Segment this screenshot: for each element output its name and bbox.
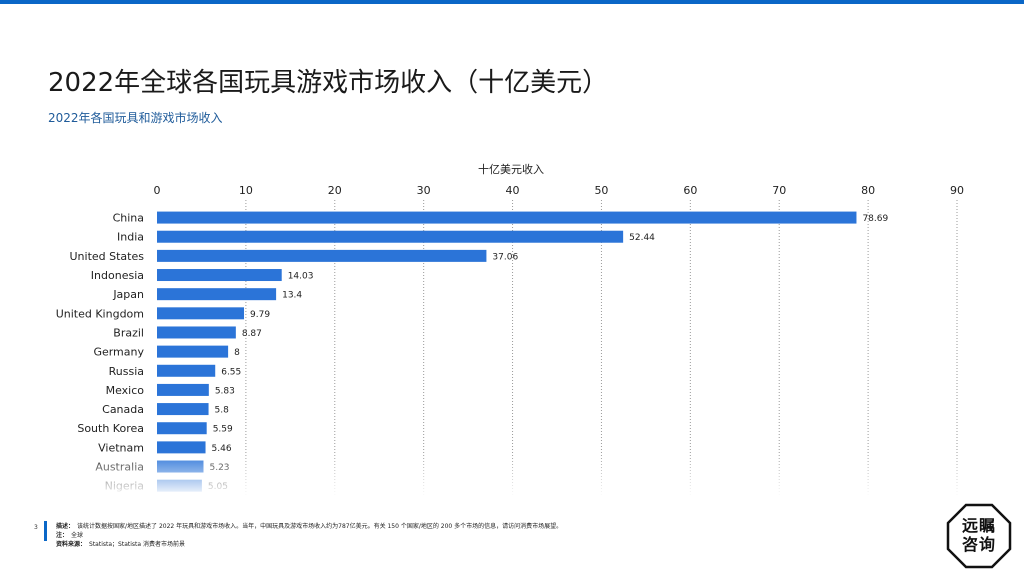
footer-note: 注： 全球 <box>56 531 562 540</box>
category-label: India <box>117 231 144 244</box>
page-number: 3 <box>34 524 38 531</box>
description-label: 描述： <box>56 523 75 530</box>
x-tick-label: 10 <box>239 184 253 197</box>
footer-source: 资料来源： Statista；Statista 消费者市场前景 <box>56 540 562 549</box>
note-label: 注： <box>56 532 69 539</box>
x-tick-label: 70 <box>772 184 786 197</box>
category-label: Russia <box>109 365 144 378</box>
bar <box>157 211 857 224</box>
value-label: 8 <box>234 348 240 358</box>
x-tick-label: 20 <box>328 184 342 197</box>
category-label: South Korea <box>77 422 144 435</box>
bar <box>157 364 216 377</box>
x-tick-label: 90 <box>950 184 964 197</box>
x-tick-label: 40 <box>506 184 520 197</box>
x-tick-label: 60 <box>683 184 697 197</box>
category-label: United States <box>70 250 145 263</box>
bar <box>157 383 209 396</box>
bar <box>157 345 229 358</box>
x-tick-label: 50 <box>594 184 608 197</box>
x-tick-label: 30 <box>417 184 431 197</box>
category-label: Japan <box>112 288 144 301</box>
bar <box>157 422 207 435</box>
category-label: Germany <box>93 346 144 359</box>
x-axis-title: 十亿美元收入 <box>478 162 544 176</box>
logo-line-2: 咨询 <box>961 535 996 554</box>
bar <box>157 403 209 416</box>
bottom-fade-overlay <box>40 452 1000 497</box>
description-text: 该统计数据按国家/地区描述了 2022 年玩具和游戏市场收入。当年，中国玩具及游… <box>77 523 563 530</box>
bar <box>157 288 277 301</box>
footer-notes: 描述： 该统计数据按国家/地区描述了 2022 年玩具和游戏市场收入。当年，中国玩… <box>56 522 562 549</box>
value-label: 5.46 <box>212 444 232 454</box>
bar <box>157 441 206 454</box>
value-label: 78.69 <box>862 214 888 224</box>
value-label: 9.79 <box>250 310 270 320</box>
bar <box>157 249 487 262</box>
footer-accent-bar <box>44 521 47 541</box>
category-label: Vietnam <box>98 441 144 454</box>
bar <box>157 230 624 243</box>
value-label: 13.4 <box>282 291 302 301</box>
bar <box>157 307 245 320</box>
page-subtitle: 2022年各国玩具和游戏市场收入 <box>48 111 223 125</box>
value-label: 5.59 <box>213 425 233 435</box>
footer-description: 描述： 该统计数据按国家/地区描述了 2022 年玩具和游戏市场收入。当年，中国玩… <box>56 522 562 531</box>
x-tick-label: 0 <box>154 184 161 197</box>
top-accent-bar <box>0 0 1024 4</box>
value-label: 8.87 <box>242 329 262 339</box>
value-label: 52.44 <box>629 233 655 243</box>
bar <box>157 269 282 282</box>
note-text: 全球 <box>71 532 84 539</box>
company-logo: 远瞩 咨询 <box>946 516 1012 554</box>
source-text: Statista；Statista 消费者市场前景 <box>89 541 185 548</box>
bar <box>157 326 236 339</box>
category-label: China <box>113 212 144 225</box>
value-label: 6.55 <box>221 367 241 377</box>
value-label: 37.06 <box>492 252 518 262</box>
logo-line-1: 远瞩 <box>961 516 996 535</box>
page-title: 2022年全球各国玩具游戏市场收入（十亿美元） <box>48 68 609 98</box>
value-label: 5.83 <box>215 386 235 396</box>
category-label: Mexico <box>106 384 145 397</box>
value-label: 5.8 <box>215 406 230 416</box>
source-label: 资料来源： <box>56 541 87 548</box>
value-label: 14.03 <box>288 272 314 282</box>
x-tick-label: 80 <box>861 184 875 197</box>
bar-chart: 十亿美元收入 0 10 20 30 40 50 60 70 80 90 China 78.69 Ind… <box>40 162 1000 497</box>
category-label: Canada <box>102 403 144 416</box>
category-label: United Kingdom <box>56 307 144 320</box>
logo-octagon <box>946 503 1012 569</box>
category-label: Brazil <box>113 326 144 339</box>
category-label: Indonesia <box>91 269 144 282</box>
